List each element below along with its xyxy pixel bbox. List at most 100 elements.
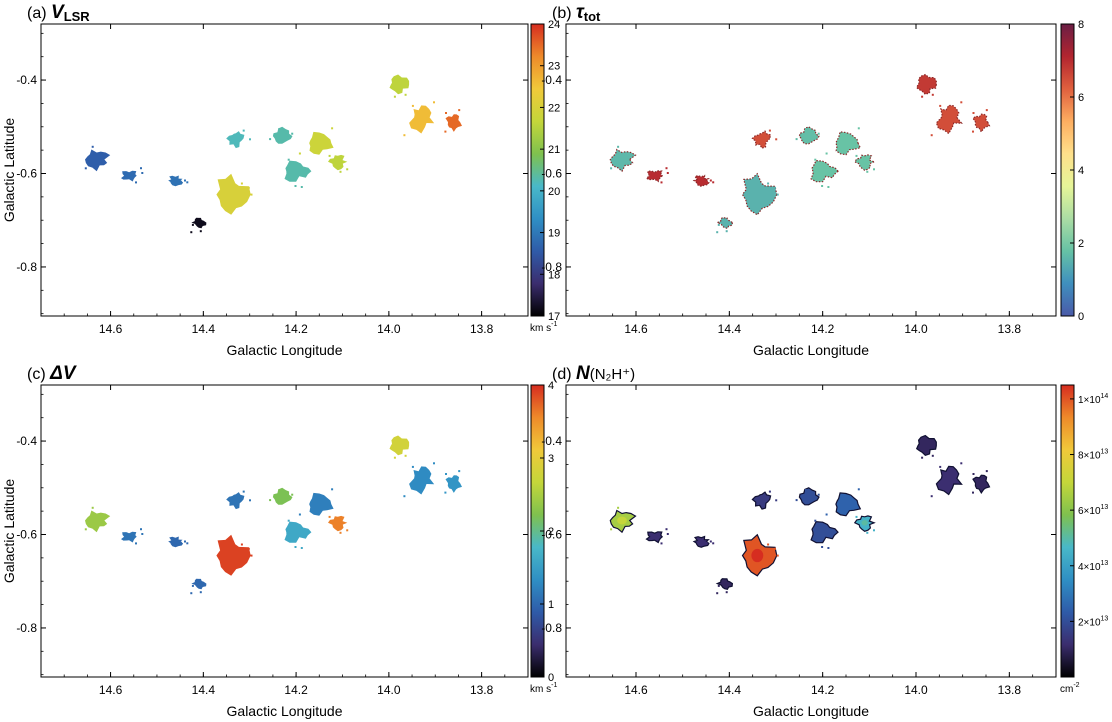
clump-speckle (921, 95, 924, 98)
clump-speckle (931, 454, 934, 457)
clump-speckle (924, 450, 927, 453)
clump-speckle (190, 231, 193, 234)
clump-speckle (411, 465, 414, 468)
colorbar-tick-label: 4×1013 (1078, 560, 1108, 573)
colorbar-tick-label: 17 (548, 311, 560, 323)
clump-speckle (287, 158, 290, 161)
clump-speckle (768, 129, 771, 132)
clump-speckle (190, 592, 193, 595)
clump-speckle (84, 528, 87, 531)
clump (226, 492, 245, 510)
clump-speckle (291, 132, 294, 135)
x-tick-label: 14.6 (99, 322, 123, 336)
clump-speckle (866, 531, 869, 534)
clump-speckle (625, 161, 628, 164)
clump (445, 475, 462, 493)
y-tick-label: -0.6 (541, 167, 562, 181)
colorbar-tick-label: 0 (1078, 311, 1084, 323)
x-tick-label: 14.4 (718, 322, 742, 336)
clump (810, 159, 839, 183)
clump-speckle (269, 138, 272, 141)
clump-speckle (230, 503, 233, 506)
panel-symbol: τ (576, 2, 585, 23)
y-tick-label: -0.8 (16, 260, 37, 274)
clump (972, 474, 991, 495)
clump-speckle (191, 584, 194, 587)
clump (85, 149, 111, 172)
clump (328, 515, 348, 532)
clump-speckle (712, 542, 715, 545)
colorbar-tick-label: 4 (548, 380, 554, 392)
clump-speckle (931, 93, 934, 96)
clump (935, 465, 963, 496)
clump-speckle (795, 138, 798, 141)
clump-speckle (705, 180, 708, 183)
clump-speckle (316, 512, 319, 515)
x-axis-label: Galactic Longitude (753, 703, 869, 719)
clump-speckle (298, 513, 301, 516)
clump-layer (609, 434, 991, 595)
clump-speckle (445, 473, 447, 475)
clump-speckle (186, 542, 189, 545)
clump-speckle (393, 95, 396, 98)
clump-speckle (240, 543, 243, 546)
colorbar-unit-exp: -1 (551, 682, 557, 689)
clump-layer (84, 74, 462, 234)
y-tick-label: -0.6 (16, 528, 37, 542)
clump (409, 466, 435, 495)
colorbar-tick-label: 20 (548, 186, 560, 198)
clump-speckle (768, 490, 771, 493)
clump-speckle (960, 101, 963, 104)
clump-speckle (705, 541, 708, 544)
panel-symbol: V (51, 2, 65, 23)
clump-speckle (397, 450, 400, 453)
clump-speckle (249, 499, 251, 502)
clump-speckle (774, 547, 776, 550)
panel-label: (c) (27, 366, 50, 383)
clump-speckle (924, 89, 927, 92)
clump (715, 217, 734, 229)
x-tick-label: 14.0 (377, 322, 401, 336)
colorbar-tick-label: 18 (548, 269, 560, 281)
clump-speckle (141, 172, 144, 174)
clump-speckle (716, 592, 719, 595)
colorbar-tick-label: 23 (548, 61, 560, 73)
clump (168, 175, 184, 187)
clump-speckle (972, 473, 975, 475)
clump-speckle (91, 145, 94, 148)
clump-speckle (458, 470, 461, 473)
clump (935, 104, 963, 135)
clump-speckle (91, 506, 94, 509)
clump-speckle (776, 554, 779, 557)
clump (692, 535, 710, 548)
panel-title: (b) τtot (552, 2, 601, 24)
clump-speckle (100, 161, 103, 164)
clump-speckle (716, 231, 719, 234)
panel-label: (d) (552, 366, 576, 383)
colorbar-tick-label: 2 (1078, 238, 1084, 250)
panel-label: (a) (27, 5, 51, 22)
clump-speckle (804, 128, 807, 130)
clump (645, 531, 664, 544)
clump-layer (609, 73, 991, 234)
clump-speckle (294, 546, 297, 548)
panel-c: 14.6 14.4 14.2 14.0 13.8 -0.4 -0.6 -0.8 Galactic… (1, 363, 557, 719)
clump (445, 114, 462, 132)
y-tick-label: -0.8 (541, 621, 562, 635)
clump (409, 105, 435, 134)
clump-speckle (827, 547, 830, 549)
colorbar-tick-exponent: 14 (1101, 393, 1109, 400)
clump-speckle (814, 519, 817, 522)
clump-speckle (617, 145, 620, 148)
plot-frame (565, 384, 1057, 678)
colorbar-unit-exp: -2 (1073, 682, 1079, 689)
colorbar-tick-mantissa: 2×10 (1078, 617, 1101, 628)
clump-speckle (300, 186, 303, 188)
x-tick-label: 14.0 (904, 683, 928, 697)
x-tick-label: 14.0 (904, 322, 928, 336)
clump-speckle (960, 462, 963, 465)
clump-speckle (458, 109, 461, 112)
clump-speckle (610, 167, 613, 170)
clump (715, 578, 734, 590)
